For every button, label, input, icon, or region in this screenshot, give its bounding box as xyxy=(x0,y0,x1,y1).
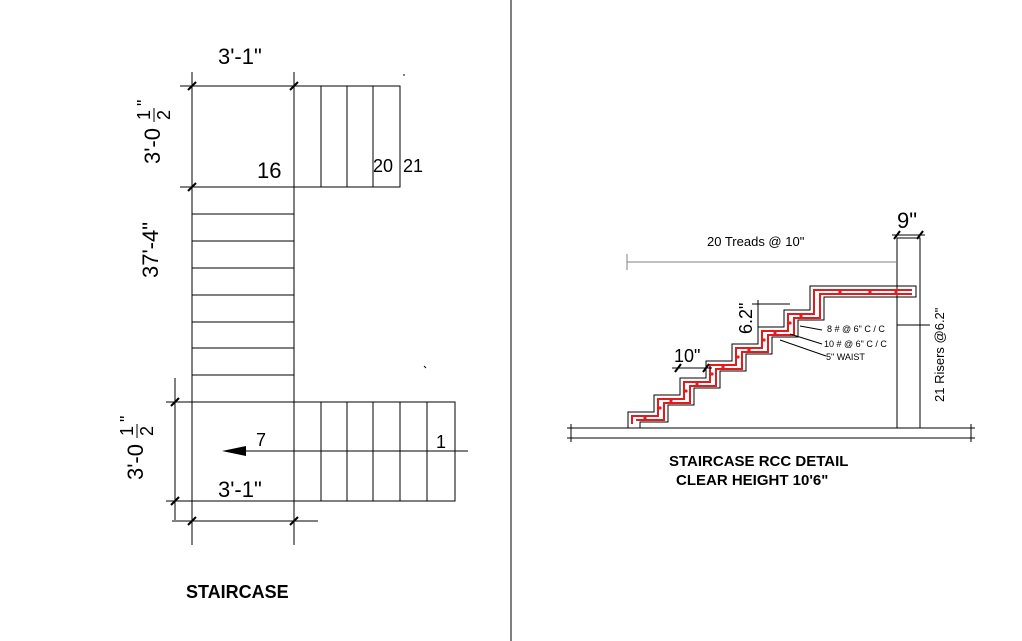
dim-tick xyxy=(171,398,179,406)
dim-tick xyxy=(290,517,298,525)
treads-label: 20 Treads @ 10" xyxy=(707,234,805,249)
rebar-main xyxy=(632,290,912,424)
staircase-section xyxy=(567,238,975,442)
stair-profile xyxy=(628,286,916,428)
rebar-bottom xyxy=(636,294,912,420)
plan-landing-bottom-len: 3'-0 xyxy=(123,444,148,480)
waist-label: 5" WAIST xyxy=(826,352,865,362)
risers-label: 21 Risers @6.2" xyxy=(932,307,947,402)
bar-8-label: 8 # @ 6" C / C xyxy=(827,324,885,334)
plan-width-bottom: 3'-1" xyxy=(218,477,262,502)
section-title-line1: STAIRCASE RCC DETAIL xyxy=(669,453,848,470)
staircase-plan xyxy=(166,72,468,545)
step-number-16: 16 xyxy=(257,158,281,183)
post-dim-tick xyxy=(894,231,900,239)
post-dim-tick xyxy=(917,231,923,239)
section-dims-black xyxy=(672,231,930,372)
tread-dim-tick xyxy=(675,364,681,372)
dim-tick xyxy=(290,82,298,90)
plan-width-top: 3'-1" xyxy=(218,44,262,69)
leader-line xyxy=(790,334,822,344)
riser-height-label-wrap: 6.2" xyxy=(736,303,756,334)
dim-tick xyxy=(188,183,196,191)
leader-line xyxy=(800,326,822,330)
plan-title: STAIRCASE xyxy=(186,582,289,602)
bar-10-label: 10 # @ 6" C / C xyxy=(824,339,887,349)
step-number-20: 20 xyxy=(373,156,393,176)
plan-landing-top-frac-num: 1 xyxy=(134,110,154,120)
step-number-1: 1 xyxy=(436,432,446,452)
dim-tick xyxy=(188,517,196,525)
section-dims xyxy=(627,254,897,270)
riser-height-label: 6.2" xyxy=(736,303,756,334)
dim-tick xyxy=(171,497,179,505)
inch-mark: " xyxy=(117,416,137,422)
post-width-label: 9" xyxy=(897,208,917,233)
leader-line xyxy=(780,340,826,356)
stray-mark xyxy=(424,366,426,368)
plan-landing-top-dim: 3'-0 1 2 " xyxy=(134,100,174,164)
plan-landing-top-frac-den: 2 xyxy=(154,110,174,120)
step-number-7: 7 xyxy=(256,430,266,450)
rebar-dots xyxy=(643,290,898,420)
tread-dim-tick xyxy=(703,364,709,372)
tread-depth-label: 10" xyxy=(674,346,700,366)
plan-landing-bottom-frac-den: 2 xyxy=(137,426,157,436)
risers-label-wrap: 21 Risers @6.2" xyxy=(932,307,947,402)
inch-mark: " xyxy=(134,100,154,106)
plan-landing-bottom-dim: 3'-0 1 2 " xyxy=(117,416,157,480)
plan-middle-len: 37'-4" xyxy=(138,222,163,278)
section-title-line2: CLEAR HEIGHT 10'6" xyxy=(676,472,828,489)
plan-landing-top-len: 3'-0 xyxy=(140,128,165,164)
walk-arrow-icon xyxy=(222,446,246,456)
plan-middle-dim: 37'-4" xyxy=(138,222,163,278)
step-number-21: 21 xyxy=(403,156,423,176)
plan-landing-bottom-frac-num: 1 xyxy=(117,426,137,436)
landing-post xyxy=(897,238,920,428)
